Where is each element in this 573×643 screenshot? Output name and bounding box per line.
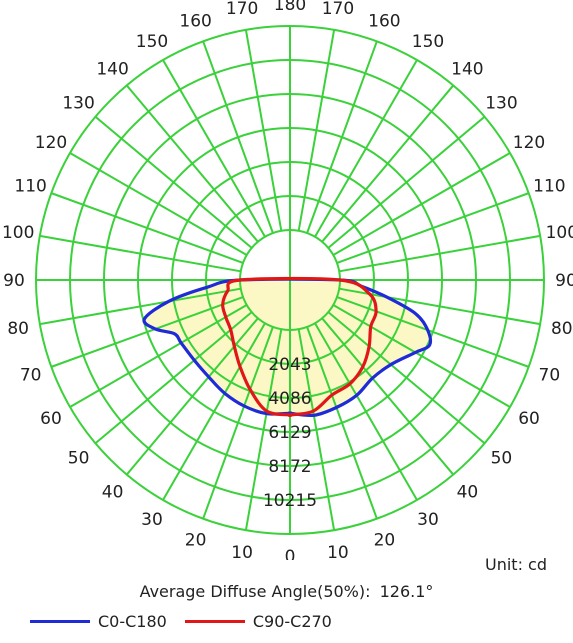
grid-spoke xyxy=(321,317,455,476)
angle-label: 10 xyxy=(327,543,349,560)
grid-spoke xyxy=(332,304,511,408)
grid-spoke xyxy=(339,234,541,273)
unit-label: Unit: cd xyxy=(485,555,547,574)
angle-label: 180 xyxy=(274,0,306,15)
angle-label: 120 xyxy=(35,133,67,153)
angle-label: 160 xyxy=(179,12,211,32)
grid-spoke xyxy=(39,287,241,326)
grid-spoke xyxy=(327,311,486,445)
series-line-c90-c270 xyxy=(221,276,378,417)
angle-label: 160 xyxy=(368,12,400,32)
angle-label: 100 xyxy=(2,223,34,243)
grid-spoke xyxy=(94,115,253,249)
polar-chart: 2043408661298172102150102030405060708090… xyxy=(2,0,573,560)
grid-spoke xyxy=(125,317,259,476)
legend-item-c0-c180: C0-C180 xyxy=(30,612,167,631)
grid-spoke xyxy=(202,326,274,520)
angle-label: 40 xyxy=(457,482,479,502)
grid-spoke xyxy=(306,326,378,520)
angle-label: 40 xyxy=(102,482,124,502)
beam-fill-area xyxy=(144,279,431,416)
radial-tick-label: 10215 xyxy=(263,491,317,511)
grid-spoke xyxy=(162,59,266,238)
angle-label: 20 xyxy=(374,530,396,550)
label-layer: 2043408661298172102150102030405060708090… xyxy=(2,0,573,560)
grid-spoke xyxy=(69,304,248,408)
angle-label: 130 xyxy=(485,94,517,114)
angle-label: 0 xyxy=(285,547,296,560)
grid-spoke xyxy=(50,296,244,368)
grid-spoke xyxy=(162,322,266,501)
legend: C0-C180 C90-C270 xyxy=(30,612,350,631)
angle-label: 170 xyxy=(226,0,258,19)
angle-label: 80 xyxy=(7,319,29,339)
grid-spoke xyxy=(314,59,418,238)
legend-label-c0-c180: C0-C180 xyxy=(98,612,167,631)
angle-label: 70 xyxy=(539,365,561,385)
legend-swatch-c90-c270 xyxy=(184,620,245,623)
angle-label: 60 xyxy=(40,409,62,429)
grid-spoke xyxy=(244,29,283,231)
grid-spoke xyxy=(297,329,336,531)
grid-spoke xyxy=(50,192,244,264)
beam-fill xyxy=(144,279,431,416)
angle-label: 20 xyxy=(185,530,207,550)
angle-label: 90 xyxy=(3,271,25,291)
grid-spoke xyxy=(332,152,511,256)
angle-label: 140 xyxy=(96,60,128,80)
angle-label: 80 xyxy=(551,319,573,339)
grid-spoke xyxy=(336,192,530,264)
radial-tick-label: 2043 xyxy=(268,355,311,375)
grid-spoke xyxy=(306,40,378,234)
angle-label: 50 xyxy=(491,448,513,468)
grid-spoke xyxy=(244,329,283,531)
grid-spoke xyxy=(125,84,259,243)
legend-swatch-c0-c180 xyxy=(30,620,90,623)
grid-spoke xyxy=(339,287,541,326)
angle-label: 150 xyxy=(136,32,168,52)
grid-spoke xyxy=(202,40,274,234)
angle-label: 110 xyxy=(533,177,565,197)
radial-tick-label: 4086 xyxy=(268,389,311,409)
grid-spoke xyxy=(336,296,530,368)
radial-tick-label: 8172 xyxy=(268,457,311,477)
grid-spoke xyxy=(297,29,336,231)
average-diffuse-angle-value: 126.1° xyxy=(379,582,434,601)
angle-label: 170 xyxy=(322,0,354,19)
angle-label: 30 xyxy=(141,510,163,530)
angle-label: 70 xyxy=(20,365,42,385)
grid-spoke xyxy=(321,84,455,243)
average-diffuse-angle: Average Diffuse Angle(50%): 126.1° xyxy=(0,582,573,601)
legend-item-c90-c270: C90-C270 xyxy=(184,612,332,631)
angle-label: 30 xyxy=(417,510,439,530)
angle-label: 90 xyxy=(555,271,573,291)
series-layer xyxy=(142,276,433,418)
average-diffuse-angle-label: Average Diffuse Angle(50%): xyxy=(139,582,371,601)
angle-label: 150 xyxy=(412,32,444,52)
angle-label: 120 xyxy=(513,133,545,153)
angle-label: 10 xyxy=(231,543,253,560)
angle-label: 50 xyxy=(68,448,90,468)
grid-spoke xyxy=(327,115,486,249)
grid-spoke xyxy=(314,322,418,501)
angle-label: 130 xyxy=(62,94,94,114)
angle-label: 100 xyxy=(546,223,573,243)
angle-label: 60 xyxy=(518,409,540,429)
grid-spoke xyxy=(39,234,241,273)
grid-spoke xyxy=(69,152,248,256)
polar-grid xyxy=(35,25,545,535)
radial-tick-label: 6129 xyxy=(268,423,311,443)
legend-label-c90-c270: C90-C270 xyxy=(252,612,332,631)
grid-spoke xyxy=(94,311,253,445)
angle-label: 110 xyxy=(14,177,46,197)
angle-label: 140 xyxy=(451,60,483,80)
